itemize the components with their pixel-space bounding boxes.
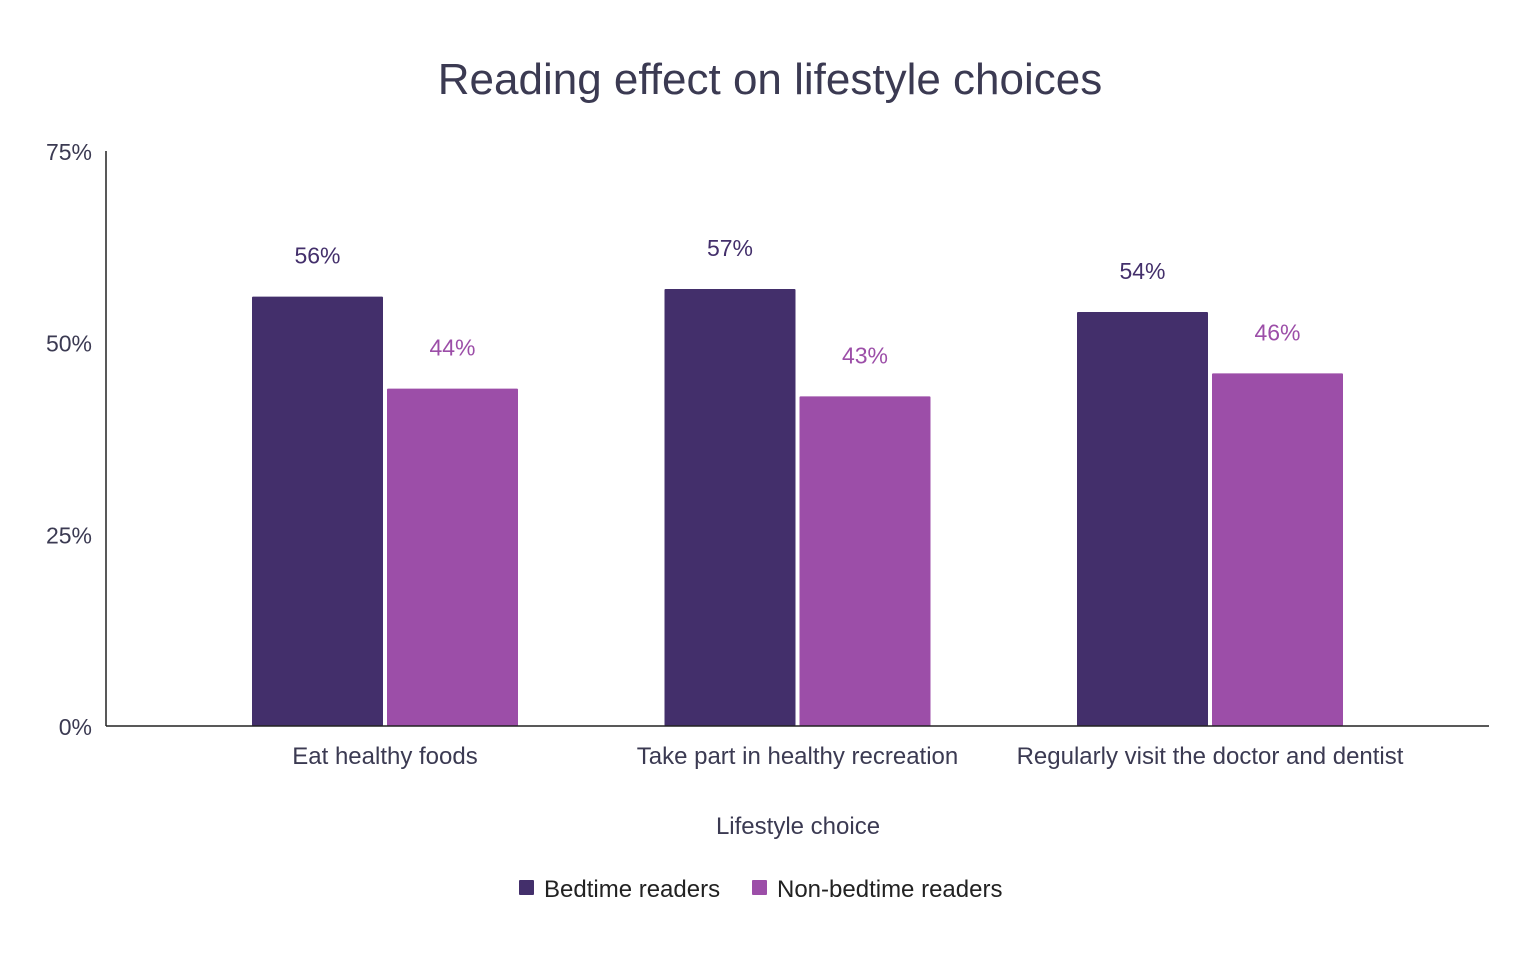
y-tick-label: 25% xyxy=(46,522,92,548)
y-tick-label: 75% xyxy=(46,139,92,165)
data-label: 46% xyxy=(1254,319,1300,345)
y-tick-label: 0% xyxy=(59,714,92,740)
legend-swatch xyxy=(519,880,534,895)
x-axis: Eat healthy foods Take part in healthy re… xyxy=(106,725,1489,770)
data-label: 57% xyxy=(707,235,753,261)
legend: Bedtime readers Non-bedtime readers xyxy=(519,876,1002,903)
bars: 56% 44% 57% 43% 54% 46% xyxy=(252,235,1343,726)
x-tick-label: Regularly visit the doctor and dentist xyxy=(1017,743,1404,770)
data-label: 56% xyxy=(294,243,340,269)
bar xyxy=(387,388,518,726)
bar xyxy=(1077,312,1208,726)
bar xyxy=(252,296,383,726)
data-label: 43% xyxy=(842,342,888,368)
chart-title: Reading effect on lifestyle choices xyxy=(438,55,1102,104)
bar xyxy=(664,289,796,726)
x-tick-label: Take part in healthy recreation xyxy=(637,743,959,770)
bar xyxy=(799,396,931,726)
x-tick-label: Eat healthy foods xyxy=(292,743,477,770)
legend-label: Bedtime readers xyxy=(544,876,720,903)
bar xyxy=(1212,373,1343,726)
x-axis-label: Lifestyle choice xyxy=(716,813,880,840)
y-tick-label: 50% xyxy=(46,331,92,357)
data-label: 54% xyxy=(1119,258,1165,284)
legend-swatch xyxy=(752,880,767,895)
legend-label: Non-bedtime readers xyxy=(777,876,1002,903)
data-label: 44% xyxy=(429,335,475,361)
y-axis: 0% 25% 50% 75% xyxy=(46,139,107,740)
